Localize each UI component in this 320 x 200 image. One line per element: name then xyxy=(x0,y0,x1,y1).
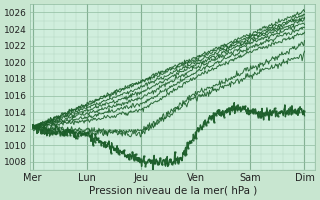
X-axis label: Pression niveau de la mer( hPa ): Pression niveau de la mer( hPa ) xyxy=(89,186,257,196)
